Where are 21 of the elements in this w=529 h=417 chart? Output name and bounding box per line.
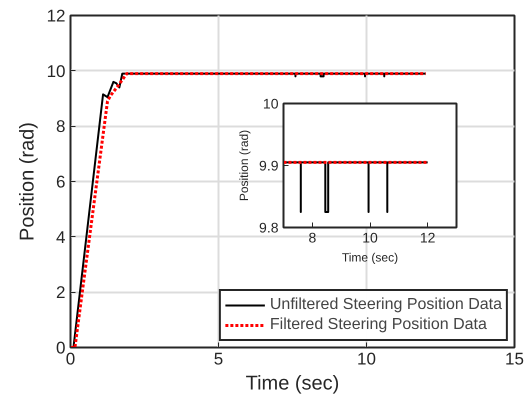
y-tick-label: 2 (56, 283, 66, 302)
y-axis-title: Position (rad) (237, 130, 252, 202)
x-tick-label: 10 (357, 350, 376, 368)
y-axis-title: Position (rad) (16, 122, 39, 241)
x-axis-title: Time (sec) (342, 250, 398, 264)
y-tick-label: 9.9 (259, 158, 279, 174)
legend-label: Unfiltered Steering Position Data (270, 296, 502, 314)
x-tick-label: 15 (505, 350, 524, 368)
x-tick-label: 5 (214, 350, 224, 368)
x-tick-label: 8 (308, 230, 316, 246)
x-tick-label: 12 (420, 230, 436, 246)
y-tick-label: 4 (56, 228, 66, 247)
y-tick-label: 12 (46, 6, 66, 26)
y-tick-label: 6 (56, 172, 66, 192)
x-axis-title: Time (sec) (246, 372, 340, 394)
y-tick-label: 10 (46, 62, 66, 81)
y-tick-label: 9.8 (259, 220, 279, 236)
y-tick-label: 8 (56, 117, 66, 136)
x-tick-label: 10 (362, 230, 378, 246)
legend-label: Filtered Steering Position Data (270, 316, 487, 334)
y-tick-label: 10 (262, 96, 279, 112)
